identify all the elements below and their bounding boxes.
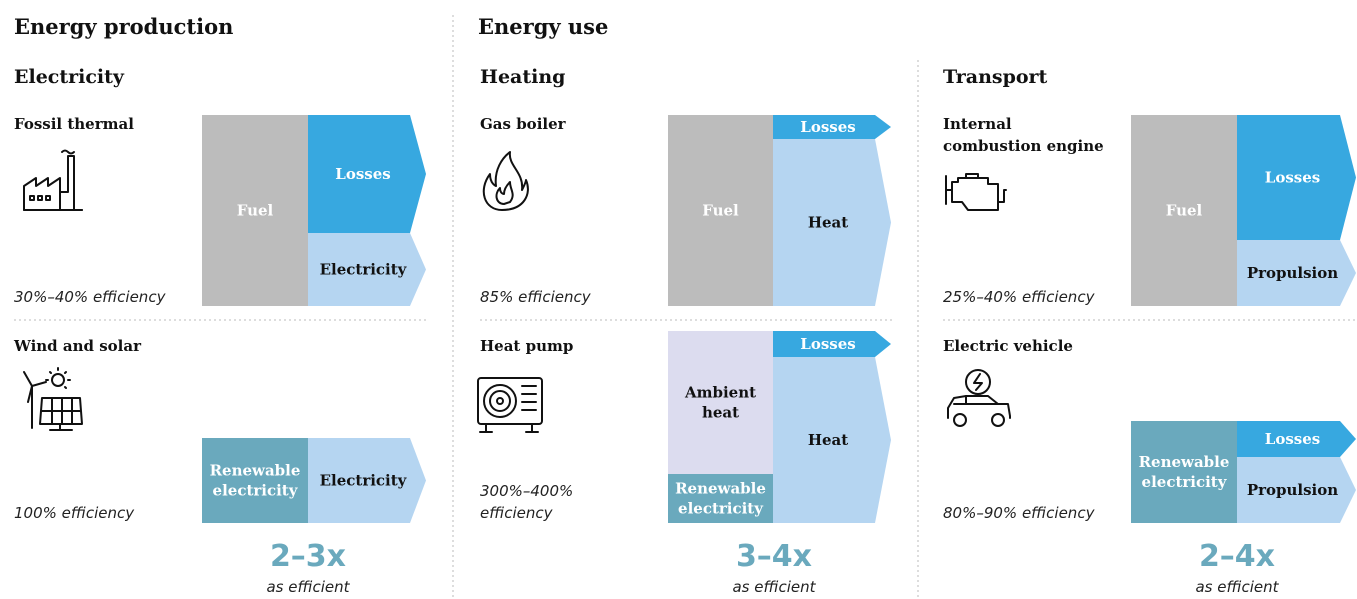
arrow-block [1237, 457, 1356, 523]
block [1131, 421, 1237, 523]
block-label: Losses [1265, 430, 1320, 448]
block-label: Fuel [702, 202, 739, 220]
arrow-block [308, 438, 426, 523]
block-label: Ambient [684, 384, 756, 402]
block [668, 474, 773, 523]
arrow-block [773, 357, 891, 523]
arrow-block [308, 115, 426, 233]
row-label: Electric vehicle [943, 337, 1073, 355]
block-label: Heat [808, 214, 848, 232]
ratio: 3–4x [736, 539, 812, 574]
electric-car-icon [947, 369, 1011, 427]
ratio-note: as efficient [732, 578, 816, 596]
efficiency: 100% efficiency [14, 504, 135, 522]
ratio-note: as efficient [1195, 578, 1279, 596]
arrow-block [773, 331, 891, 357]
wind-solar-icon [23, 367, 83, 431]
arrow-block [773, 139, 891, 306]
ratio: 2–3x [270, 539, 346, 574]
block-label: electricity [1142, 473, 1228, 491]
block-label: Electricity [320, 261, 408, 279]
panel-title: Heating [480, 66, 565, 88]
panel-title: Electricity [14, 66, 125, 88]
row-label: Heat pump [480, 337, 573, 355]
arrow-block [1237, 115, 1356, 240]
row-label: Internal [943, 115, 1012, 133]
arrow-block [1237, 240, 1356, 306]
row-label: Gas boiler [480, 115, 567, 133]
block [668, 115, 773, 306]
efficiency: 85% efficiency [480, 288, 592, 306]
section-title: Energy production [14, 14, 233, 39]
row-label: Wind and solar [13, 337, 142, 355]
ratio: 2–4x [1199, 539, 1275, 574]
block-label: Losses [1265, 169, 1320, 187]
block-label: Renewable [210, 462, 301, 480]
block-label: Renewable [1139, 453, 1230, 471]
block-label: electricity [213, 482, 299, 500]
arrow-block [308, 233, 426, 306]
block-label: heat [702, 404, 739, 422]
section-title: Energy use [478, 14, 608, 39]
panel-title: Transport [943, 66, 1048, 88]
block-label: Propulsion [1247, 481, 1338, 499]
flame-icon [482, 151, 529, 211]
block [202, 438, 308, 523]
efficiency: 30%–40% efficiency [14, 288, 167, 306]
block-label: Losses [335, 165, 390, 183]
block-label: Propulsion [1247, 264, 1338, 282]
block [668, 331, 773, 474]
efficiency: 300%–400% [480, 482, 573, 500]
block-label: electricity [678, 500, 764, 518]
efficiency: 80%–90% efficiency [943, 504, 1096, 522]
factory-icon [23, 149, 83, 211]
efficiency: efficiency [480, 504, 554, 522]
block-label: Losses [800, 335, 855, 353]
arrow-block [773, 115, 891, 139]
block [1131, 115, 1237, 306]
block-label: Renewable [675, 480, 766, 498]
block-label: Losses [800, 118, 855, 136]
arrow-block [1237, 421, 1356, 457]
block-label: Heat [808, 431, 848, 449]
engine-icon [945, 173, 1007, 211]
efficiency: 25%–40% efficiency [943, 288, 1096, 306]
row-label: Fossil thermal [14, 115, 134, 133]
row-label: combustion engine [943, 137, 1104, 155]
block-label: Fuel [237, 202, 274, 220]
block [202, 115, 308, 306]
block-label: Fuel [1166, 202, 1203, 220]
ratio-note: as efficient [266, 578, 350, 596]
heat-pump-icon [477, 377, 543, 433]
block-label: Electricity [320, 472, 408, 490]
